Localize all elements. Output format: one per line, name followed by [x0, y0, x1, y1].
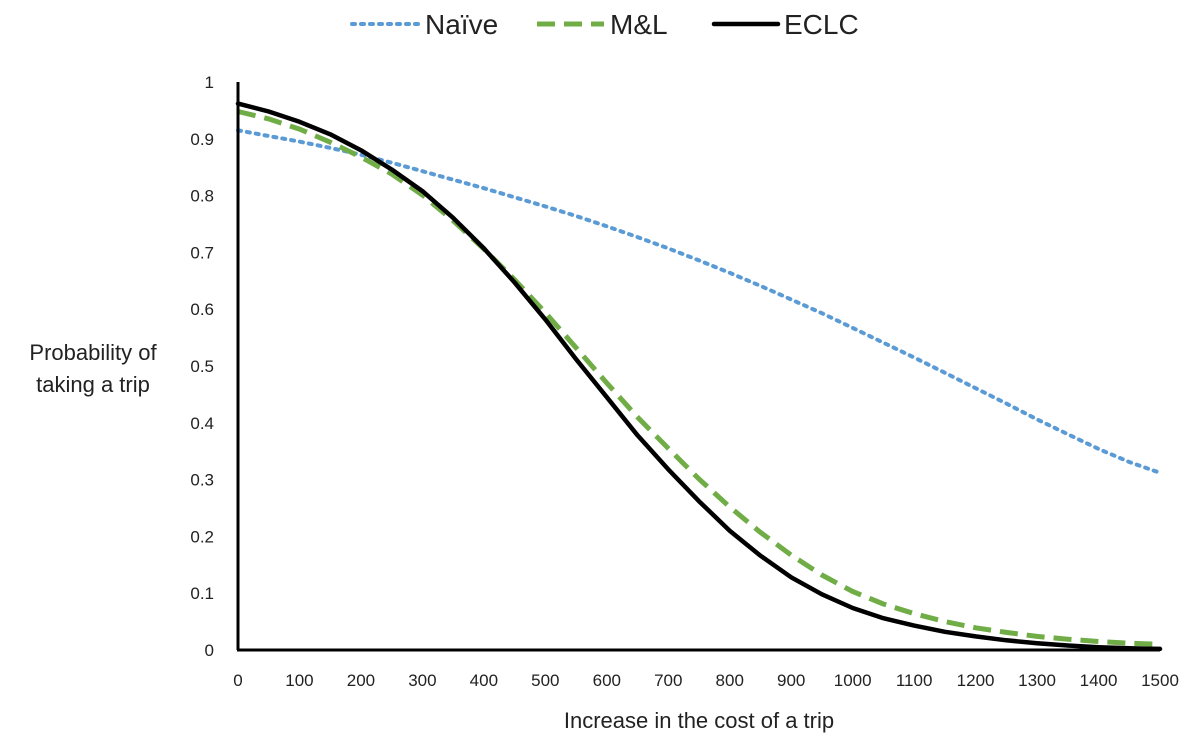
y-tick-label: 0.9 [190, 130, 214, 149]
x-tick-label: 600 [593, 671, 621, 690]
y-tick-label: 0.6 [190, 300, 214, 319]
series-layer [235, 101, 1163, 652]
x-tick-label: 100 [285, 671, 313, 690]
y-axis-title-line-1: Probability of [29, 340, 157, 365]
x-axis-title: Increase in the cost of a trip [564, 708, 834, 733]
legend-label-0: Naïve [425, 9, 498, 40]
y-tick-labels: 0 0.1 0.2 0.3 0.4 0.5 0.6 0.7 0.8 0.9 1 [190, 73, 214, 660]
x-tick-label: 900 [777, 671, 805, 690]
y-tick-label: 0.5 [190, 357, 214, 376]
x-tick-label: 0 [233, 671, 242, 690]
x-tick-label: 1200 [957, 671, 995, 690]
x-tick-label: 200 [347, 671, 375, 690]
y-tick-label: 0.7 [190, 243, 214, 262]
x-tick-label: 1400 [1080, 671, 1118, 690]
x-tick-label: 1500 [1141, 671, 1179, 690]
legend: Naïve M&L ECLC [350, 9, 859, 40]
legend-label-2: ECLC [784, 9, 859, 40]
x-tick-label: 400 [470, 671, 498, 690]
x-tick-label: 1000 [834, 671, 872, 690]
y-tick-label: 0.3 [190, 471, 214, 490]
series-line-2 [235, 101, 1163, 652]
x-tick-label: 1300 [1018, 671, 1056, 690]
legend-label-1: M&L [610, 9, 668, 40]
y-tick-label: 0 [205, 641, 214, 660]
y-tick-label: 0.4 [190, 414, 214, 433]
y-axis-title-line-2: taking a trip [36, 372, 150, 397]
y-tick-label: 1 [205, 73, 214, 92]
y-tick-label: 0.8 [190, 187, 214, 206]
x-tick-label: 500 [531, 671, 559, 690]
series-line-1 [237, 109, 1161, 647]
y-tick-label: 0.2 [190, 527, 214, 546]
x-tick-label: 700 [654, 671, 682, 690]
x-tick-label: 300 [408, 671, 436, 690]
axes [236, 82, 1160, 652]
y-tick-label: 0.1 [190, 584, 214, 603]
x-tick-label: 800 [716, 671, 744, 690]
x-tick-labels: 0 100 200 300 400 500 600 700 800 900 1000 1100 1200… [233, 671, 1179, 690]
x-tick-label: 1100 [896, 671, 933, 690]
series-line-0 [236, 128, 1162, 475]
